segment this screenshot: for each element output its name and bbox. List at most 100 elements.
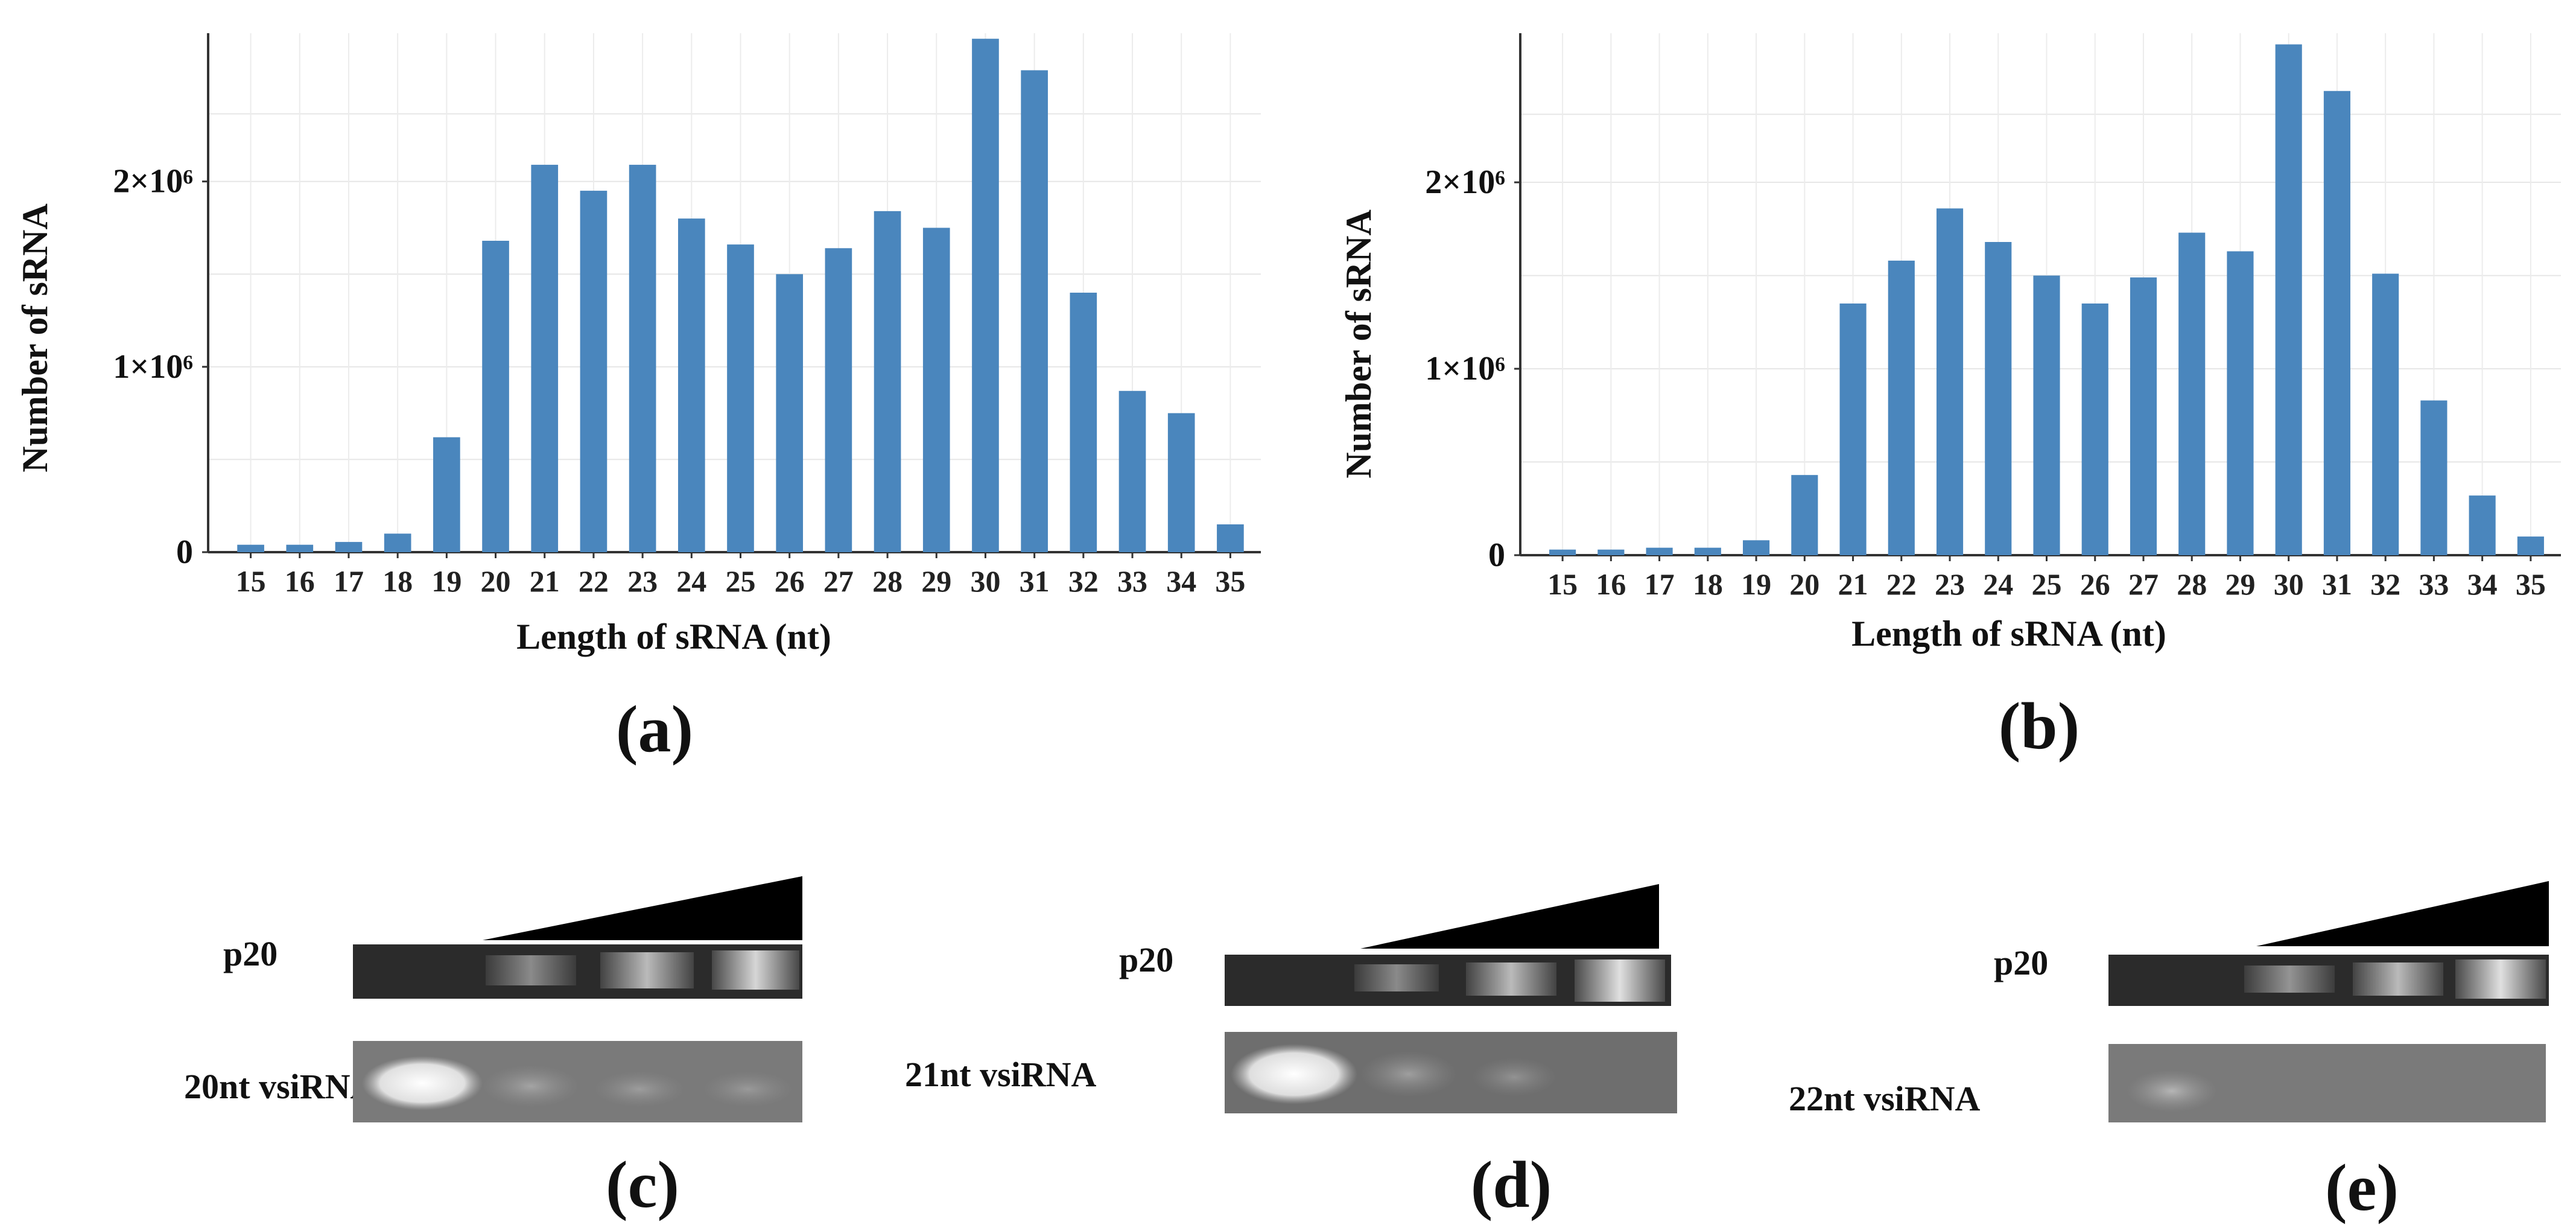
gel-d-faint-band-2 — [1472, 1058, 1556, 1096]
chart-a-bar-16 — [286, 544, 314, 552]
chart-a-xtick-label: 23 — [627, 564, 658, 598]
panel-label-a: (a) — [616, 692, 693, 766]
panel-label-b: (b) — [1999, 689, 2080, 763]
chart-b-bar-30 — [2275, 44, 2302, 556]
chart-b-xtick-label: 16 — [1596, 567, 1626, 601]
panel-label-e: (e) — [2325, 1151, 2399, 1224]
gel-d-top-band-1 — [1354, 964, 1439, 991]
gel-c-faint-band-2 — [594, 1071, 685, 1107]
chart-a-xtick-label: 34 — [1166, 564, 1196, 598]
gel-e-free-rna-band — [2127, 1070, 2217, 1112]
chart-b-xtick-label: 31 — [2322, 567, 2352, 601]
chart-a-xtick-label: 16 — [285, 564, 315, 598]
chart-b-bar-35 — [2517, 536, 2544, 555]
chart-a-bar-33 — [1118, 390, 1146, 552]
gel-d-gradient-wedge — [1360, 884, 1659, 949]
chart-a-bar-30 — [972, 39, 999, 552]
chart-b-bar-24 — [1985, 242, 2012, 555]
gel-d-protein-label: p20 — [1119, 940, 1173, 979]
chart-b-bar-33 — [2420, 400, 2448, 555]
chart-a-xtick-label: 15 — [236, 564, 266, 598]
chart-a-xtick-label: 18 — [382, 564, 413, 598]
gel-e-rna-label: 22nt vsiRNA — [1789, 1079, 1981, 1118]
chart-b-bar-19 — [1743, 540, 1770, 555]
chart-a-xtick-label: 17 — [334, 564, 364, 598]
chart-a-xtick-label: 21 — [530, 564, 560, 598]
chart-b-xtick-label: 30 — [2274, 567, 2304, 601]
gel-e-gradient-wedge — [2256, 881, 2549, 946]
chart-b-ytick-label: 2×10⁶ — [1425, 164, 1505, 201]
chart-b-xtick-label: 22 — [1886, 567, 1917, 601]
gel-e: p20 22nt vsiRNA (e) — [1789, 881, 2549, 1224]
chart-a-bar-31 — [1021, 70, 1048, 552]
chart-a: 15 16 17 18 19 20 21 22 23 24 25 26 27 28 29 30 31 32 33 34… — [15, 33, 1261, 766]
chart-b-bar-23 — [1936, 208, 1964, 556]
chart-b-bar-27 — [2130, 277, 2157, 555]
chart-a-bar-26 — [776, 274, 804, 552]
chart-b-ytick-label: 0 — [1488, 536, 1505, 574]
chart-a-x-title: Length of sRNA (nt) — [516, 617, 831, 657]
chart-a-xtick-label: 32 — [1068, 564, 1099, 598]
chart-b-bar-22 — [1888, 260, 1915, 555]
chart-a-bar-17 — [335, 542, 363, 552]
chart-b-bar-26 — [2081, 303, 2108, 555]
chart-a-bar-29 — [922, 228, 950, 552]
chart-b-bar-21 — [1839, 303, 1867, 555]
chart-b-xtick-label: 20 — [1789, 567, 1819, 601]
chart-a-bar-25 — [727, 244, 754, 552]
gel-c: p20 20nt vsiRNA (c) — [184, 876, 802, 1221]
gel-c-protein-label: p20 — [223, 934, 278, 973]
chart-a-xtick-label: 19 — [431, 564, 462, 598]
chart-b-xtick-label: 23 — [1935, 567, 1965, 601]
chart-a-xtick-label: 27 — [823, 564, 854, 598]
chart-a-xtick-label: 35 — [1215, 564, 1245, 598]
chart-b-yticks: 0 1×10⁶ 2×10⁶ — [1425, 164, 1520, 574]
chart-b-xtick-label: 34 — [2467, 567, 2498, 601]
chart-b-xtick-label: 32 — [2370, 567, 2400, 601]
gel-d-top-band-3 — [1575, 959, 1665, 1002]
chart-b-xtick-label: 24 — [1983, 567, 2013, 601]
gel-e-top-band-3 — [2455, 959, 2546, 999]
panel-label-c: (c) — [606, 1148, 679, 1221]
gel-e-top-band-1 — [2244, 966, 2335, 993]
chart-b-xtick-label: 35 — [2516, 567, 2546, 601]
gel-d: p20 21nt vsiRNA (d) — [905, 884, 1677, 1221]
chart-b-x-title: Length of sRNA (nt) — [1851, 614, 2166, 654]
chart-a-xtick-label: 31 — [1020, 564, 1050, 598]
chart-a-xtick-label: 28 — [872, 564, 903, 598]
chart-a-bars — [237, 39, 1244, 553]
chart-a-bar-23 — [629, 165, 656, 553]
gel-d-top-band-2 — [1466, 962, 1556, 996]
chart-a-bar-28 — [874, 211, 901, 552]
chart-a-xtick-label: 26 — [775, 564, 805, 598]
chart-a-bar-35 — [1217, 524, 1244, 552]
chart-b-bar-34 — [2469, 495, 2496, 555]
gel-c-rna-label: 20nt vsiRNA — [184, 1067, 376, 1106]
chart-a-bar-15 — [237, 544, 264, 552]
chart-a-bar-19 — [433, 437, 460, 552]
chart-b-xtick-label: 27 — [2128, 567, 2159, 601]
gel-c-top-band-3 — [712, 950, 799, 990]
chart-a-y-title: Number of sRNA — [15, 203, 55, 472]
gel-e-top-band-2 — [2353, 962, 2443, 996]
chart-a-xtick-label: 30 — [970, 564, 1000, 598]
chart-b-bar-17 — [1646, 547, 1673, 555]
chart-a-bar-32 — [1070, 293, 1097, 552]
gel-d-free-rna-band — [1231, 1044, 1357, 1104]
chart-a-xtick-label: 20 — [481, 564, 511, 598]
chart-b-xtick-label: 26 — [2080, 567, 2110, 601]
chart-b-xtick-label: 15 — [1547, 567, 1578, 601]
chart-b-xtick-label: 25 — [2032, 567, 2062, 601]
gel-d-rna-label: 21nt vsiRNA — [905, 1055, 1097, 1094]
gel-c-free-rna-band — [362, 1056, 483, 1110]
chart-b-xticks: 15 16 17 18 19 20 21 22 23 24 25 26 27 28 29 30 31 32 33 34… — [1547, 555, 2546, 601]
chart-b-xtick-label: 21 — [1838, 567, 1868, 601]
chart-b-bar-20 — [1791, 475, 1818, 555]
chart-b-bar-28 — [2178, 232, 2206, 555]
gel-c-gradient-wedge — [483, 876, 802, 940]
gel-c-top-band-1 — [486, 955, 576, 985]
gel-d-faint-band-1 — [1360, 1051, 1457, 1097]
chart-b-xtick-label: 18 — [1693, 567, 1723, 601]
panel-label-d: (d) — [1471, 1148, 1552, 1221]
